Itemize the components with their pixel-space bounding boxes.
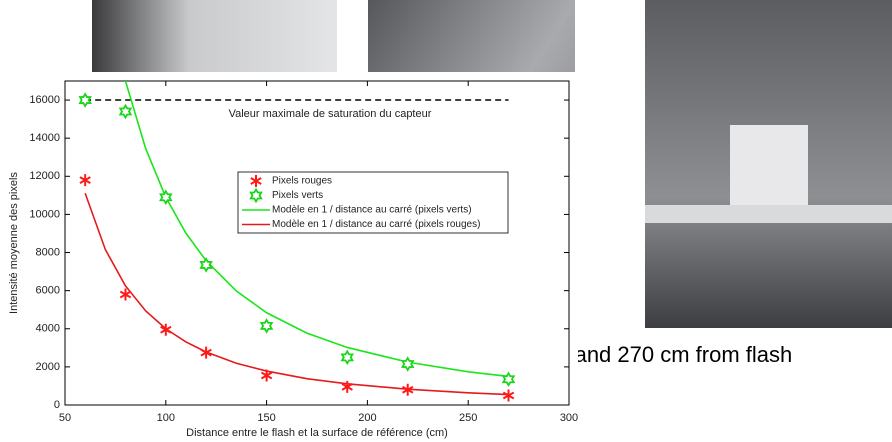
point	[340, 349, 354, 366]
point	[501, 371, 516, 388]
photo-detail	[730, 125, 808, 205]
legend-marker	[250, 175, 262, 187]
point	[259, 318, 274, 334]
point	[118, 103, 133, 120]
legend-box	[237, 171, 509, 234]
series-layer	[84, 81, 509, 396]
x-tick-label: 100	[157, 412, 175, 424]
y-tick-label: 16000	[29, 94, 60, 106]
x-tick-label: 150	[257, 412, 275, 424]
point	[260, 369, 273, 382]
legend-label: Modèle en 1 / distance au carré (pixels …	[272, 205, 472, 216]
x-tick-label: 50	[59, 412, 71, 424]
point	[199, 257, 213, 273]
y-axis-label: Intensité moyenne des pixels	[8, 172, 20, 314]
y-tick-label: 2000	[36, 361, 60, 373]
point	[502, 389, 515, 402]
legend-label: Pixels rouges	[272, 176, 332, 187]
saturation-label: Valeur maximale de saturation du capteur	[229, 108, 432, 120]
legend-marker	[249, 187, 263, 204]
y-tick-label: 4000	[36, 323, 60, 335]
model-line	[124, 81, 509, 378]
point	[119, 288, 132, 301]
x-tick-label: 250	[459, 412, 477, 424]
point	[78, 92, 92, 108]
point	[402, 383, 414, 396]
point	[200, 346, 212, 359]
y-tick-label: 12000	[29, 170, 60, 182]
plot-frame	[64, 80, 570, 406]
y-tick-label: 0	[54, 399, 60, 411]
y-tick-label: 8000	[36, 246, 60, 258]
x-axis-label: Distance entre le flash et la surface de…	[186, 427, 448, 439]
y-tick-label: 14000	[29, 132, 60, 144]
point	[400, 356, 415, 372]
chart-background	[0, 72, 578, 442]
legend-label: Pixels verts	[272, 190, 323, 201]
x-tick-label: 200	[358, 412, 376, 424]
legend-label: Modèle en 1 / distance au carré (pixels …	[272, 219, 480, 230]
y-tick-label: 10000	[29, 208, 60, 220]
point	[160, 323, 172, 336]
point	[159, 189, 173, 206]
y-tick-label: 6000	[36, 285, 60, 297]
model-line	[84, 192, 509, 396]
caption: 50 and 270 cm from flash	[544, 342, 792, 367]
x-tick-label: 300	[560, 412, 578, 424]
point	[79, 174, 91, 187]
point	[341, 380, 353, 393]
photo-detail	[645, 205, 892, 223]
